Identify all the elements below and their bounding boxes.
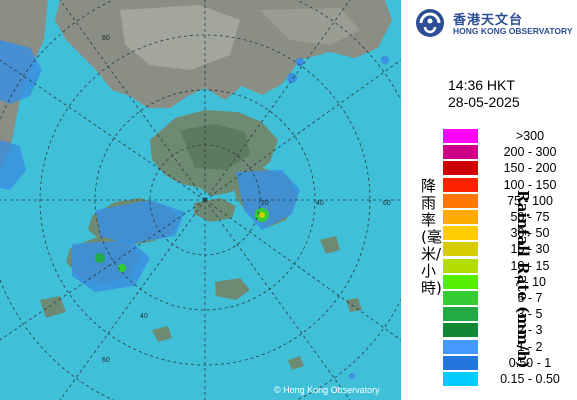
legend-swatch <box>443 339 478 354</box>
legend-swatch <box>443 274 478 289</box>
radar-map: 60 60 40 20 60 40 <box>0 0 401 400</box>
legend-swatch <box>443 145 478 160</box>
legend-label: 5 - 7 <box>517 291 543 305</box>
rain-core-green-3 <box>118 264 126 272</box>
island-east-3 <box>346 298 362 312</box>
legend-label: 100 - 150 <box>503 177 557 192</box>
legend-label: 2 - 3 <box>517 323 543 338</box>
observation-time: 14:36 HKT <box>448 77 515 93</box>
rain-echo-lantau <box>96 200 185 244</box>
org-name-en: HONG KONG OBSERVATORY <box>453 26 573 36</box>
legend-label: 0.50 - 1 <box>508 355 552 370</box>
legend-label: 50 - 75 <box>510 210 550 224</box>
legend-label: >300 <box>515 129 545 143</box>
legend-swatch <box>443 372 478 386</box>
legend-swatch <box>443 242 478 257</box>
legend-title-zh: 降雨率(毫米/小時) <box>421 177 442 297</box>
legend-swatch <box>443 307 478 322</box>
legend-label: 15 - 30 <box>510 242 550 257</box>
legend-swatch <box>443 323 478 338</box>
hong-kong-island <box>194 198 236 222</box>
org-name-zh: 香港天文台 <box>453 13 524 28</box>
mainland-relief <box>120 5 240 70</box>
island-east-1 <box>320 236 340 254</box>
legend-swatch <box>443 355 478 370</box>
legend-label: 30 - 50 <box>510 226 550 241</box>
ring-label: 60 <box>383 200 391 207</box>
rain-echo-west-2 <box>0 140 26 190</box>
rain-echo-west <box>0 40 42 104</box>
legend-swatch <box>443 129 478 143</box>
observatory-logo: 香港天文台 HONG KONG OBSERVATORY <box>415 8 575 38</box>
legend-swatch <box>443 177 478 192</box>
mainland-relief-east <box>260 8 360 45</box>
ring-label: 40 <box>316 200 324 207</box>
legend-panel: 香港天文台 HONG KONG OBSERVATORY 14:36 HKT 28… <box>401 0 577 400</box>
rain-core-green-2 <box>95 253 105 263</box>
range-rings <box>0 0 401 400</box>
rain-cell-3 <box>381 56 389 64</box>
island-chain-2 <box>40 296 66 318</box>
rain-echo-south <box>72 240 150 292</box>
legend-swatch <box>443 210 478 224</box>
legend-label: 0.15 - 0.50 <box>500 372 560 386</box>
island-east-2 <box>288 356 304 370</box>
observation-date: 28-05-2025 <box>448 94 520 110</box>
new-territories-relief <box>180 124 250 170</box>
island-chain-1 <box>152 326 172 342</box>
legend-label: 150 - 200 <box>503 161 557 176</box>
legend-label: 7 - 10 <box>514 274 546 289</box>
legend-label: 200 - 300 <box>503 145 557 160</box>
hko-logo-icon <box>416 9 444 37</box>
legend-label: 10 - 15 <box>510 258 550 273</box>
legend-label: 1 - 2 <box>517 339 543 354</box>
legend-swatch <box>443 226 478 241</box>
legend-swatch <box>443 291 478 305</box>
legend-swatch <box>443 258 478 273</box>
ring-label: 60 <box>102 35 110 42</box>
rain-cell-1 <box>287 73 297 83</box>
ring-label: 20 <box>261 200 269 207</box>
ring-label: 60 <box>102 357 110 364</box>
rain-cell-4 <box>349 373 355 379</box>
legend-swatch <box>443 161 478 176</box>
ring-label: 40 <box>140 313 148 320</box>
island-group-se <box>215 278 250 300</box>
legend-label: 3 - 5 <box>517 307 543 322</box>
legend-label: 75 - 100 <box>507 193 553 208</box>
copyright-text: © Hong Kong Observatory <box>274 385 380 395</box>
legend-swatch <box>443 193 478 208</box>
rain-core-yellow <box>259 212 265 218</box>
